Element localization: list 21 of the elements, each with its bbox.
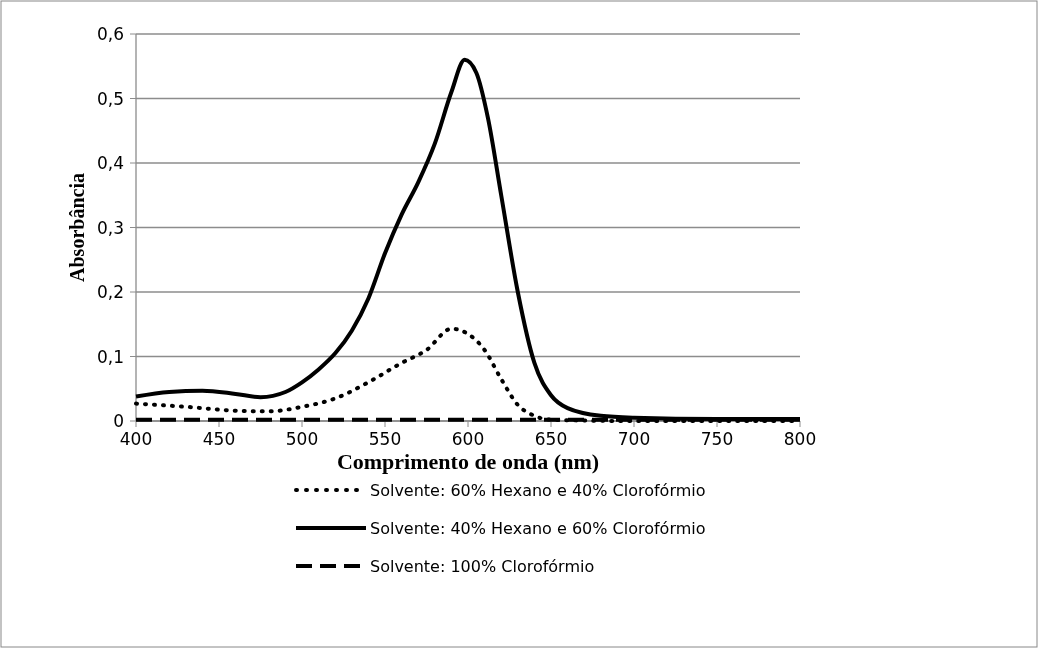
y-axis-title: Absorbância (66, 173, 88, 282)
legend-label: Solvente: 40% Hexano e 60% Clorofórmio (370, 519, 706, 538)
x-tick-label: 650 (534, 429, 568, 449)
x-tick-label: 550 (368, 429, 402, 449)
y-tick-label: 0,6 (96, 24, 124, 44)
y-tick-label: 0,2 (96, 282, 124, 302)
y-tick-label: 0,4 (96, 153, 124, 173)
x-tick-label: 450 (202, 429, 236, 449)
y-tick-label: 0 (113, 411, 124, 431)
x-tick-label: 500 (285, 429, 319, 449)
x-tick-label: 800 (783, 429, 817, 449)
x-tick-label: 700 (617, 429, 651, 449)
x-tick-label: 400 (119, 429, 153, 449)
x-tick-label: 600 (451, 429, 485, 449)
legend-label: Solvente: 100% Clorofórmio (370, 557, 595, 576)
y-tick-label: 0,3 (96, 217, 124, 238)
x-tick-label: 750 (700, 429, 734, 449)
legend-label: Solvente: 60% Hexano e 40% Clorofórmio (370, 481, 706, 500)
x-axis-title: Comprimento de onda (nm) (336, 449, 600, 474)
y-tick-label: 0,1 (96, 346, 124, 367)
y-tick-label: 0,5 (96, 88, 124, 109)
